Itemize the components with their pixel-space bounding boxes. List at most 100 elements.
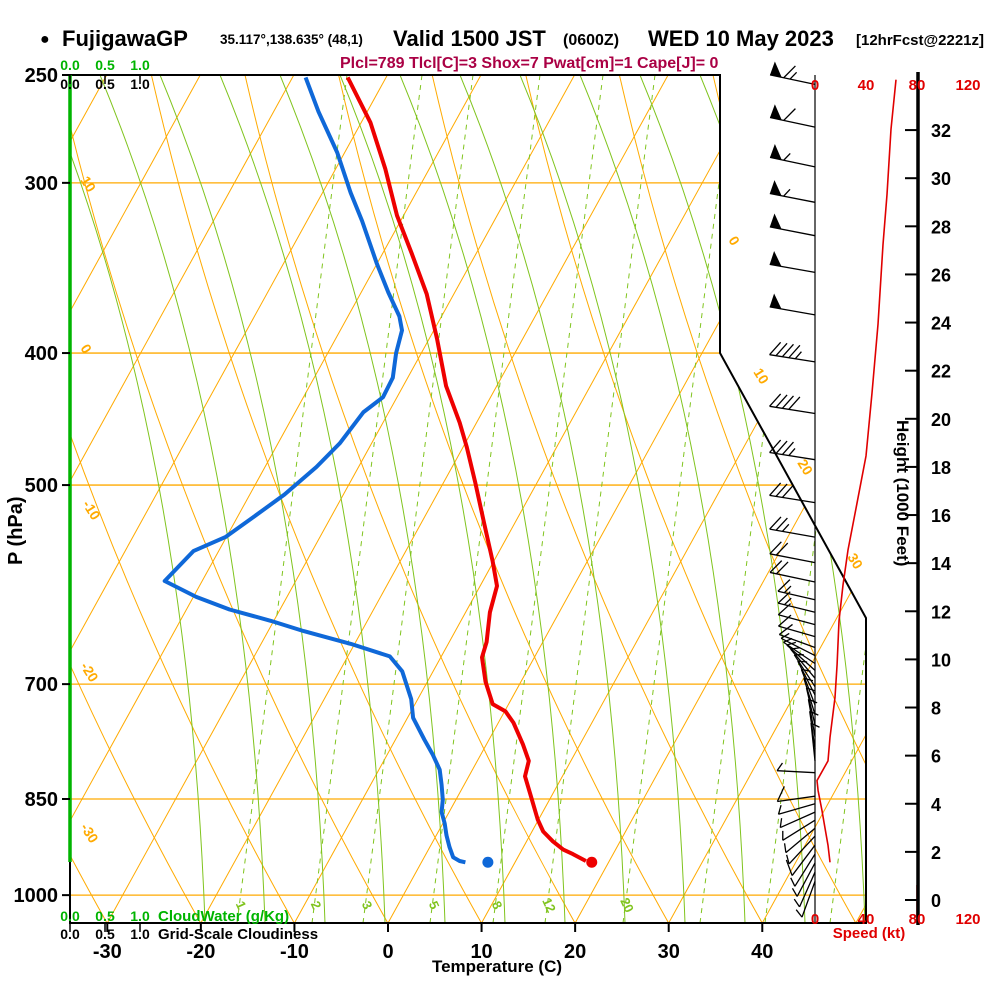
speed-tick-label: 120 [955,911,980,928]
temperature-curve [345,76,587,863]
wind-barb [778,614,816,638]
wind-barb-staff [810,723,816,761]
surface-dewpoint-dot [482,856,494,868]
speed-tick-label: 80 [909,77,926,94]
wind-barb-half [782,830,784,841]
wind-barb-half [791,887,798,897]
isotherm-label-left: 0 [77,341,95,356]
height-tick-label: 2 [931,843,941,863]
wind-barb [776,786,816,803]
moist-adiabat-line [339,75,506,923]
wind-barb [785,844,816,876]
wind-barb-half [795,909,803,918]
wind-barb-half [783,637,793,643]
wind-barb [777,603,816,626]
wind-barb-full [775,394,788,408]
pressure-tick-label: 1000 [14,885,59,907]
wind-barb-staff [769,494,816,504]
wind-barb-full [777,579,791,592]
wind-barb [769,439,816,461]
wind-barb [769,393,816,415]
wind-barb-full [775,542,789,556]
wind-barb-full [769,482,782,496]
wind-barb-half [789,71,798,80]
wind-barb-staff [778,625,816,638]
dry-adiabat-line [70,75,295,923]
height-tick-label: 0 [931,891,941,911]
mixing-ratio-label: 12 [539,895,559,914]
wind-barb-half [790,877,796,887]
height-tick-label: 4 [931,795,941,815]
mixing-ratio-line [429,75,541,923]
wind-barb [790,647,816,679]
speed-axis-label: Speed (kt) [833,925,906,942]
wind-barb-full [776,786,785,802]
wind-barb-half [783,188,791,197]
speed-tick-label: 0 [811,911,819,928]
wind-barb-half [794,351,802,360]
wind-barb [807,698,818,737]
wind-barb [769,250,816,274]
wind-barb-half [794,654,804,656]
dry-adiabat-line [338,75,670,923]
wind-barb-full [769,439,782,453]
wind-barb-pennant [769,213,782,230]
wind-barb-staff [800,669,816,706]
pressure-tick-label: 300 [25,173,58,195]
mixing-ratio-label: 20 [617,895,637,914]
wind-barb-half [803,677,814,682]
wind-barb-pennant [769,293,782,309]
height-tick-label: 6 [931,747,941,767]
wind-barb-full [778,614,792,627]
wind-barb-full [775,440,788,454]
wind-barb [778,623,816,649]
wind-barb-full [769,516,782,530]
wind-barb-staff [769,74,816,86]
temperature-tick-label: -30 [93,941,122,963]
dewpoint-curve [162,76,466,865]
speed-tick-label: 120 [955,77,980,94]
dry-adiabat-line [70,75,389,923]
isotherm-label-left: -10 [79,497,103,523]
wind-barb-staff [778,803,816,815]
cloudiness-axis-label: Grid-Scale Cloudiness [158,926,318,943]
wind-barb-full [781,441,794,455]
wind-barb-full [769,393,782,407]
temperature-tick-label: 10 [470,941,492,963]
mixing-ratio-line [544,75,656,923]
axis-ticks-and-labels: 1 2 3 5 8 12 20100-10-20-300102030250300400500… [14,57,981,963]
height-tick-label: 18 [931,458,951,478]
moist-adiabat-line [99,75,266,923]
wind-barb [782,819,816,841]
wind-barb-staff [798,871,816,908]
wind-barb-full [788,396,801,410]
wind-barb [810,722,820,761]
wind-barb-half [809,710,819,716]
wind-barb [777,803,816,815]
wind-barb-staff [796,862,816,897]
isotherm-line [70,75,201,923]
cloudwater-top-tick-label: 0.0 [60,57,80,73]
wind-barb-pennant [770,104,782,121]
mixing-ratio-label: 2 [308,899,325,912]
wind-barb-staff [783,641,816,665]
moist-adiabat-line [459,75,626,923]
wind-barb-staff [788,835,816,865]
wind-barb-full [775,342,788,357]
wind-barb-staff [769,528,816,538]
wind-barb-half [788,448,796,456]
cloudiness-top-tick-label: 1.0 [130,76,150,92]
forecast-run: [12hrFcst@2221z] [856,32,984,49]
wind-barb-pennant [770,61,782,78]
temperature-tick-label: 40 [751,941,773,963]
wind-barb-half [786,854,790,865]
wind-barb [783,637,816,665]
height-tick-label: 16 [931,506,951,526]
isotherm-label-left: -20 [77,659,101,685]
cloudwater-top-tick-label: 0.5 [95,57,115,73]
height-tick-label: 14 [931,554,951,574]
wind-barb-half [786,641,797,646]
moist-adiabat-line [519,75,686,923]
wind-barb-full [781,484,794,498]
dry-adiabat-line [712,75,866,923]
